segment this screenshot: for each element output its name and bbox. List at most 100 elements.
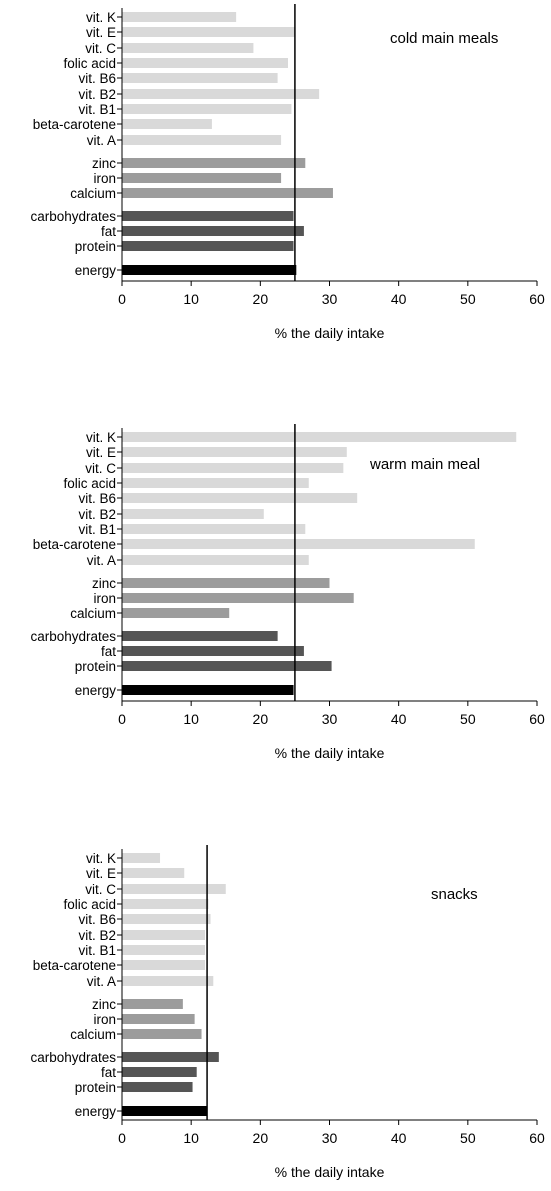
category-label-calcium: calcium — [70, 1027, 116, 1042]
bar-vit-b1 — [122, 104, 292, 114]
bar-vit-b2 — [122, 509, 264, 519]
category-label-fat: fat — [101, 1065, 116, 1080]
category-label-vit-k: vit. K — [86, 430, 116, 445]
chart-title: snacks — [431, 886, 478, 903]
bar-folic-acid — [122, 478, 309, 488]
category-label-carbohydrates: carbohydrates — [30, 629, 116, 644]
bar-vit-b2 — [122, 89, 320, 99]
category-label-vit-b6: vit. B6 — [78, 491, 116, 506]
category-label-vit-b2: vit. B2 — [78, 87, 116, 102]
bar-protein — [122, 661, 332, 671]
category-label-vit-a: vit. A — [87, 974, 116, 989]
category-label-vit-e: vit. E — [86, 25, 116, 40]
bar-vit-a — [122, 976, 214, 986]
x-tick-label-60: 60 — [529, 1130, 545, 1146]
category-label-vit-c: vit. C — [85, 41, 116, 56]
bar-energy — [122, 265, 297, 275]
category-label-vit-a: vit. A — [87, 553, 116, 568]
bar-energy — [122, 1106, 208, 1116]
x-tick-label-60: 60 — [529, 291, 545, 307]
bar-iron — [122, 173, 282, 183]
bar-vit-k — [122, 12, 237, 22]
x-axis-title: % the daily intake — [275, 1164, 385, 1180]
bar-beta-carotene — [122, 539, 475, 549]
bar-vit-e — [122, 868, 185, 878]
x-tick-label-20: 20 — [253, 291, 269, 307]
category-label-vit-c: vit. C — [85, 882, 116, 897]
x-tick-label-40: 40 — [391, 1130, 407, 1146]
category-label-iron: iron — [93, 171, 116, 186]
bar-carbohydrates — [122, 631, 278, 641]
bar-calcium — [122, 608, 230, 618]
bar-fat — [122, 646, 304, 656]
x-tick-label-20: 20 — [253, 1130, 269, 1146]
category-label-zinc: zinc — [92, 997, 116, 1012]
bar-energy — [122, 685, 294, 695]
category-label-vit-e: vit. E — [86, 445, 116, 460]
bar-vit-e — [122, 447, 347, 457]
chart-title: cold main meals — [390, 30, 498, 47]
category-label-folic-acid: folic acid — [63, 56, 116, 71]
category-label-vit-b1: vit. B1 — [78, 102, 116, 117]
bar-folic-acid — [122, 899, 209, 909]
category-label-vit-c: vit. C — [85, 461, 116, 476]
category-label-vit-e: vit. E — [86, 866, 116, 881]
bar-vit-k — [122, 432, 517, 442]
bar-zinc — [122, 158, 306, 168]
category-label-iron: iron — [93, 1012, 116, 1027]
x-tick-label-0: 0 — [118, 711, 126, 727]
x-tick-label-10: 10 — [183, 1130, 199, 1146]
bar-carbohydrates — [122, 211, 294, 221]
category-label-beta-carotene: beta-carotene — [33, 117, 116, 132]
bar-protein — [122, 1082, 193, 1092]
category-label-carbohydrates: carbohydrates — [30, 1050, 116, 1065]
x-axis-title: % the daily intake — [275, 745, 385, 761]
bar-fat — [122, 1067, 197, 1077]
x-tick-label-40: 40 — [391, 711, 407, 727]
category-label-vit-b1: vit. B1 — [78, 943, 116, 958]
bar-protein — [122, 241, 294, 251]
x-tick-label-20: 20 — [253, 711, 269, 727]
x-tick-label-50: 50 — [460, 711, 476, 727]
category-label-vit-k: vit. K — [86, 851, 116, 866]
bar-vit-b2 — [122, 930, 205, 940]
category-label-carbohydrates: carbohydrates — [30, 209, 116, 224]
category-label-calcium: calcium — [70, 606, 116, 621]
bar-vit-a — [122, 135, 282, 145]
category-label-iron: iron — [93, 591, 116, 606]
bar-zinc — [122, 999, 183, 1009]
category-label-folic-acid: folic acid — [63, 476, 116, 491]
bar-vit-b6 — [122, 914, 211, 924]
x-tick-label-50: 50 — [460, 1130, 476, 1146]
category-label-energy: energy — [75, 683, 117, 698]
category-label-vit-b1: vit. B1 — [78, 522, 116, 537]
category-label-vit-b6: vit. B6 — [78, 912, 116, 927]
bar-vit-a — [122, 555, 309, 565]
category-label-protein: protein — [75, 659, 116, 674]
category-label-calcium: calcium — [70, 186, 116, 201]
x-tick-label-30: 30 — [322, 1130, 338, 1146]
bar-zinc — [122, 578, 330, 588]
category-label-energy: energy — [75, 1104, 117, 1119]
bar-vit-e — [122, 27, 295, 37]
category-label-vit-b6: vit. B6 — [78, 71, 116, 86]
category-label-zinc: zinc — [92, 156, 116, 171]
bar-carbohydrates — [122, 1052, 219, 1062]
x-tick-label-30: 30 — [322, 291, 338, 307]
category-label-vit-b2: vit. B2 — [78, 928, 116, 943]
bar-beta-carotene — [122, 119, 212, 129]
x-axis-title: % the daily intake — [275, 325, 385, 341]
category-label-vit-a: vit. A — [87, 133, 116, 148]
bar-vit-c — [122, 43, 254, 53]
bar-vit-k — [122, 853, 161, 863]
category-label-beta-carotene: beta-carotene — [33, 958, 116, 973]
x-tick-label-50: 50 — [460, 291, 476, 307]
bar-vit-c — [122, 884, 226, 894]
x-tick-label-0: 0 — [118, 1130, 126, 1146]
x-tick-label-10: 10 — [183, 711, 199, 727]
category-label-zinc: zinc — [92, 576, 116, 591]
bar-iron — [122, 1014, 195, 1024]
